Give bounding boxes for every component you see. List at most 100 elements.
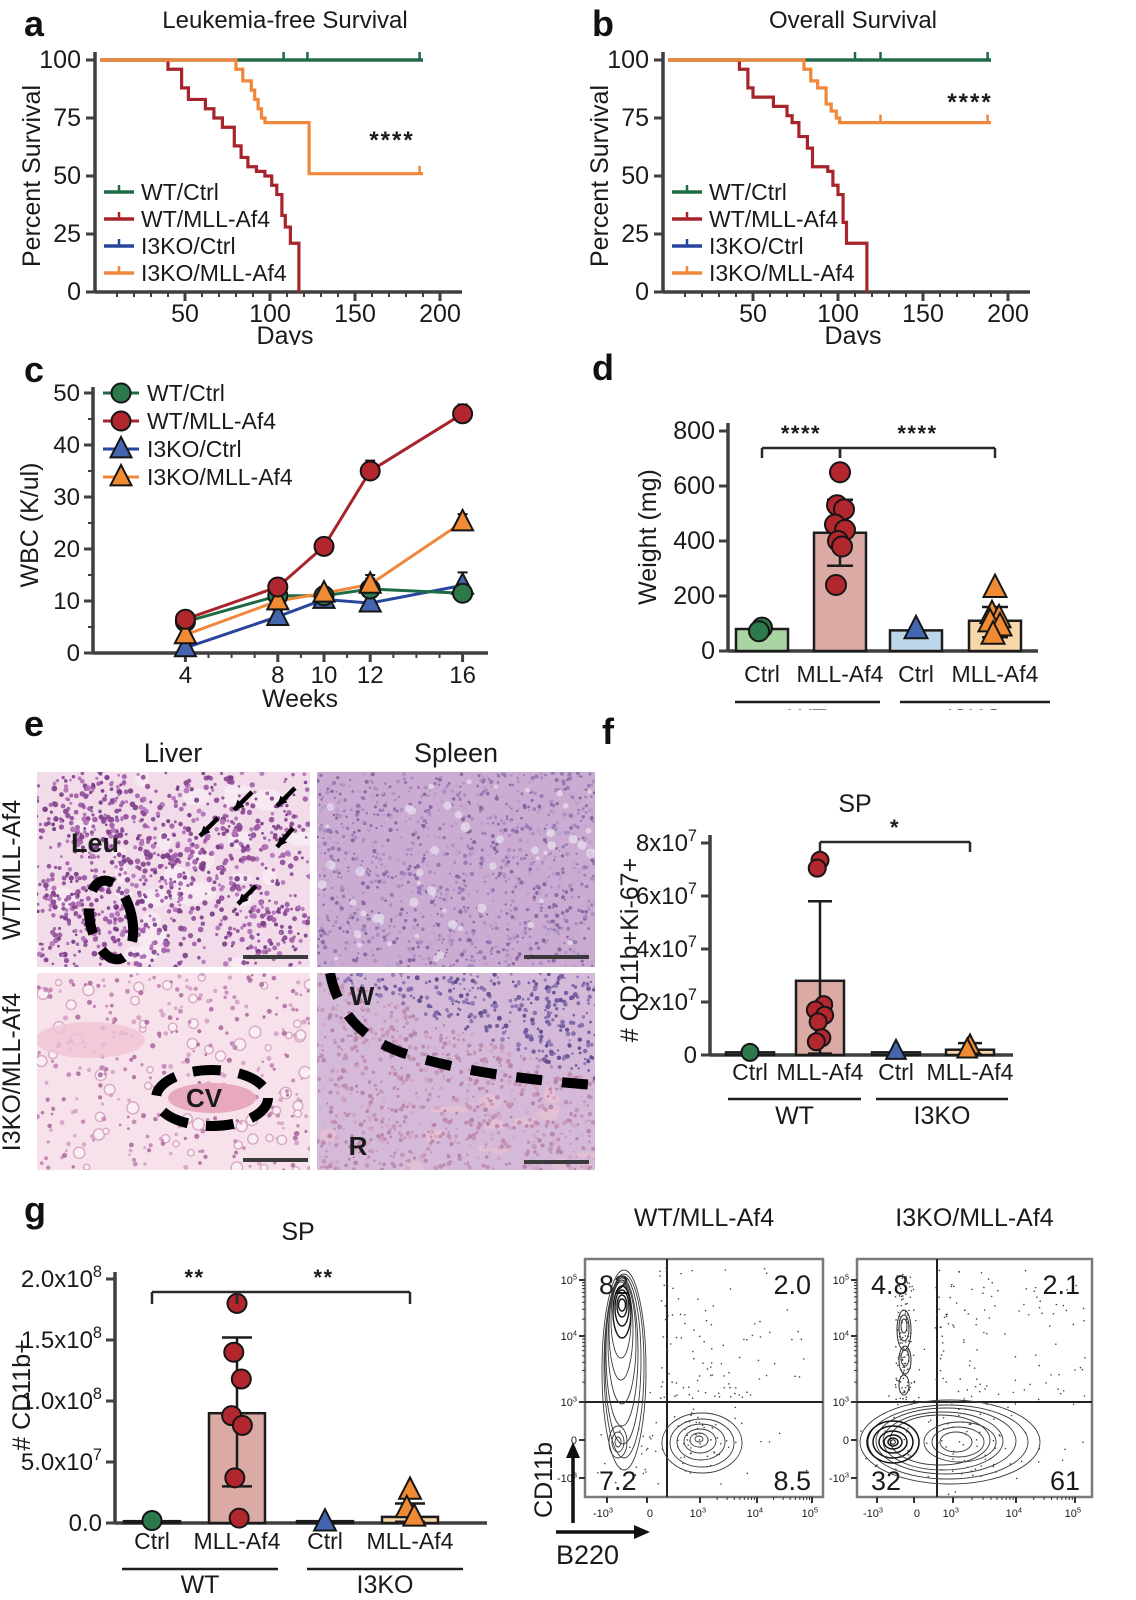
group-label: WT: [788, 705, 827, 710]
x-tick-label: 8: [271, 662, 284, 689]
y-tick-label: 2.0x108: [21, 1263, 102, 1293]
significance-stars: ****: [947, 89, 992, 116]
bar-chart-f: 0 2x107 4x107 6x107 8x107# CD11b+Ki-67+ * SP Ct…: [616, 790, 1014, 1130]
legend-label: WT/MLL-Af4: [147, 408, 276, 434]
group-label: WT: [775, 1102, 814, 1130]
significance-stars: ****: [369, 127, 414, 154]
flow-y-tick: 105: [833, 1272, 849, 1287]
y-axis-label: Percent Survival: [18, 85, 46, 267]
group-label: I3KO: [357, 1571, 414, 1599]
x-tick-label: 100: [817, 300, 859, 328]
chart-title: Leukemia-free Survival: [162, 7, 407, 34]
panel-label-f: f: [602, 711, 614, 752]
flow-y-axis-label: CD11b: [530, 1442, 558, 1518]
panel-c-wbc-timecourse-chart: 4 8 10 12 16 0 10 20 30 40 50 Weeks WBC (K/ul) WT/Ctr…: [16, 380, 488, 710]
flow-contours-wt: [597, 1267, 808, 1488]
y-tick-label: 50: [53, 380, 80, 407]
panel-label-g: g: [24, 1189, 46, 1230]
y-axis-label: Weight (mg): [634, 469, 662, 605]
x-tick-label: 150: [334, 300, 376, 328]
quadrant-bottom-left: 7.2: [599, 1466, 637, 1496]
km-curve-I3KO/MLL-Af4: [100, 58, 423, 176]
panel-label-a: a: [24, 3, 45, 44]
y-tick-label: 50: [53, 162, 81, 190]
y-tick-label: 0: [701, 637, 715, 665]
significance-stars: **: [313, 1265, 333, 1290]
y-tick-label: 800: [673, 417, 715, 445]
quadrant-top-right: 2.0: [773, 1270, 811, 1300]
x-tick-label: 50: [739, 300, 767, 328]
column-title-liver: Liver: [144, 738, 203, 768]
y-tick-label: 0: [67, 640, 80, 667]
bar-label: Ctrl: [744, 661, 780, 687]
y-tick-label: 50: [621, 162, 649, 190]
y-tick-label: 75: [621, 104, 649, 132]
flow-x-tick: 0: [914, 1508, 920, 1520]
bar-label: MLL-Af4: [952, 661, 1039, 687]
y-tick-label: 75: [53, 104, 81, 132]
flow-y-tick: 103: [561, 1394, 577, 1409]
bar-label: MLL-Af4: [367, 1528, 454, 1554]
x-tick-label: 10: [311, 662, 338, 689]
x-axis-label: Weeks: [262, 685, 338, 710]
histology-panel: Liver Spleen WT/MLL-Af4 I3KO/MLL-Af4 Leu CV W R: [0, 738, 595, 1170]
panel-d-spleen-weight-bar-chart: 0 200 400 600 800 Weight (mg) **** **** Ctrl MLL-…: [634, 417, 1050, 710]
legend-label: WT/Ctrl: [709, 179, 787, 205]
legend-label: WT/Ctrl: [147, 380, 225, 406]
flow-x-tick: 103: [943, 1505, 959, 1520]
x-tick-label: 12: [357, 662, 384, 689]
flow-x-tick: 104: [1006, 1505, 1022, 1520]
wbc-chart: 4 8 10 12 16 0 10 20 30 40 50 Weeks WBC (K/ul) WT/Ctr…: [16, 380, 488, 710]
y-tick-label: 1.0x108: [21, 1385, 102, 1415]
annotation-leu: Leu: [71, 828, 119, 858]
legend-label: I3KO/MLL-Af4: [141, 260, 287, 286]
flow-cytometry-panel: WT/MLL-Af4-103 0 103 104 1051051041030-10382…: [530, 1204, 1094, 1570]
annotation-cv: CV: [186, 1083, 223, 1113]
y-tick-label: 200: [673, 582, 715, 610]
panel-f-cd11b-ki67-bar-chart: 0 2x107 4x107 6x107 8x107# CD11b+Ki-67+ * SP Ct…: [616, 790, 1014, 1130]
flow-contours-i3ko: [859, 1269, 1086, 1495]
row-title-wt-mll-af4: WT/MLL-Af4: [0, 800, 26, 940]
flow-axis-legend: CD11b B220: [530, 1442, 650, 1570]
x-axis-label: Days: [825, 322, 882, 345]
y-axis-label: # CD11b+: [8, 1339, 36, 1450]
km-curve-I3KO/MLL-Af4: [668, 58, 991, 125]
x-tick-label: 100: [249, 300, 291, 328]
y-tick-label: 2x107: [636, 986, 697, 1016]
y-tick-label: 20: [53, 536, 80, 563]
x-tick-label: 200: [419, 300, 461, 328]
flow-y-tick: -103: [829, 1470, 849, 1485]
y-axis-label: WBC (K/ul): [16, 463, 44, 588]
y-tick-label: 100: [607, 46, 649, 74]
y-tick-label: 0: [67, 278, 81, 306]
bar-label: Ctrl: [134, 1528, 170, 1554]
quadrant-bottom-left: 32: [871, 1466, 901, 1496]
panel-g-cd11b-bar-chart-and-flow-plots: 0.0 5.0x107 1.0x108 1.5x108 2.0x108 # CD11b+ *…: [8, 1204, 1094, 1599]
y-axis-label: Percent Survival: [586, 85, 614, 267]
legend-label: I3KO/MLL-Af4: [709, 260, 855, 286]
group-label: I3KO: [914, 1102, 971, 1130]
flow-y-tick: 103: [833, 1394, 849, 1409]
annotations-wt-liver: Leu: [71, 786, 308, 965]
flow-y-tick: 104: [561, 1328, 577, 1343]
chart-title: Overall Survival: [769, 7, 937, 34]
annotation-w: W: [350, 981, 375, 1011]
flow-x-tick: -103: [863, 1505, 883, 1520]
legend-label: WT/MLL-Af4: [141, 206, 270, 232]
flow-y-tick: 105: [561, 1272, 577, 1287]
x-tick-label: 4: [179, 662, 192, 689]
y-tick-label: 10: [53, 588, 80, 615]
legend-label: WT/MLL-Af4: [709, 206, 838, 232]
flow-x-axis-label: B220: [556, 1540, 619, 1570]
y-tick-label: 8x107: [636, 827, 697, 857]
flow-x-tick: 0: [647, 1508, 653, 1520]
significance-stars: ****: [897, 421, 937, 446]
flow-plot-title: I3KO/MLL-Af4: [895, 1204, 1053, 1232]
panel-e-histology-images: Liver Spleen WT/MLL-Af4 I3KO/MLL-Af4 Leu CV W R: [0, 738, 595, 1170]
flow-x-tick: 105: [802, 1505, 818, 1520]
bar-label: Ctrl: [878, 1059, 914, 1085]
y-tick-label: 100: [39, 46, 81, 74]
bar-chart-g: 0.0 5.0x107 1.0x108 1.5x108 2.0x108 # CD11b+ *…: [8, 1218, 487, 1599]
panel-label-d: d: [592, 347, 614, 388]
bar-label: Ctrl: [898, 661, 934, 687]
